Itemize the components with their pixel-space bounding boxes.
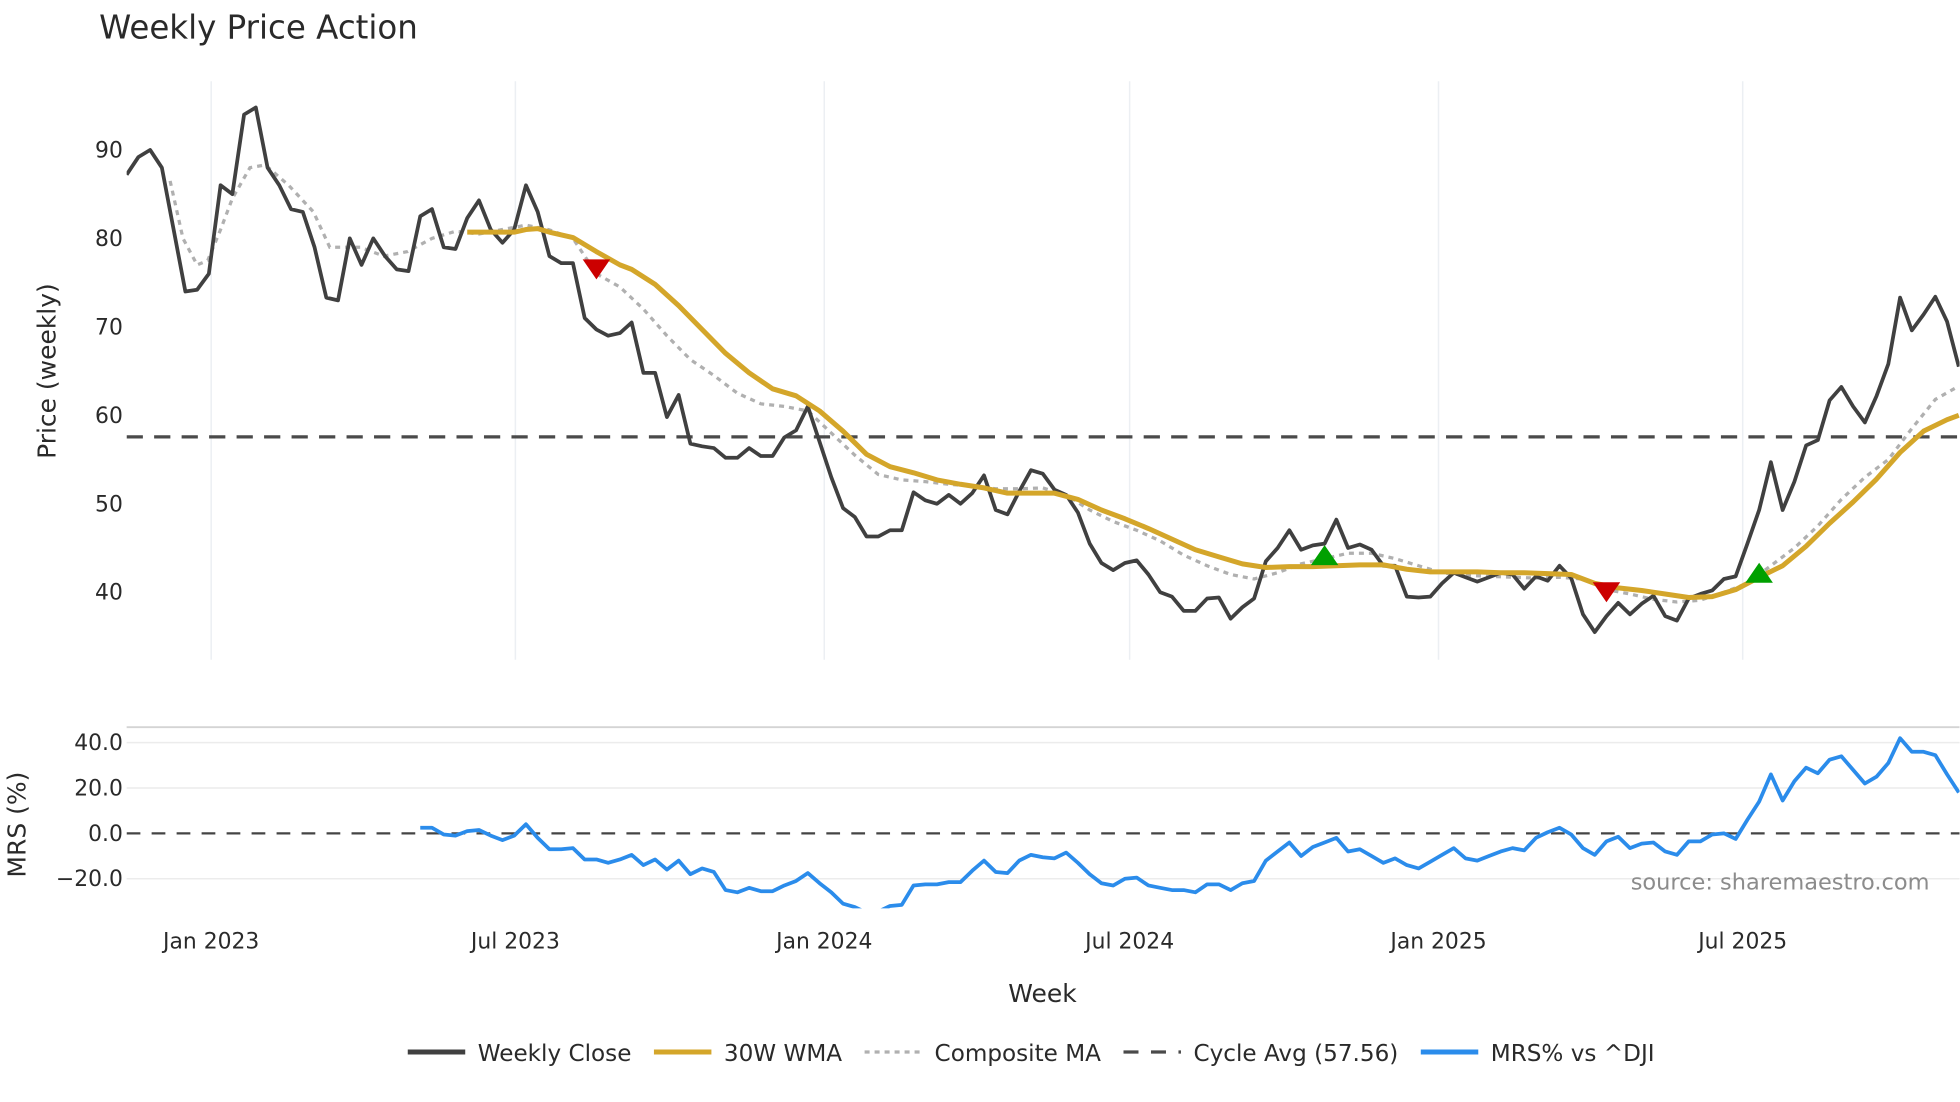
x-tick-label: Jan 2023 [161, 929, 259, 954]
mrs-tick-label: 40.0 [74, 731, 123, 756]
x-tick-label: Jan 2025 [1388, 929, 1486, 954]
legend-label: Cycle Avg (57.56) [1193, 1041, 1398, 1067]
mrs-y-axis: 40.0 20.0 0.0 −20.0 [56, 731, 123, 892]
price-tick-label: 50 [95, 492, 123, 517]
x-tick-label: Jan 2024 [774, 929, 872, 954]
x-axis-title: Week [1008, 979, 1077, 1008]
price-y-axis: 40 50 60 70 80 90 [95, 138, 123, 605]
price-tick-label: 40 [95, 581, 123, 606]
sell-signal-marker [582, 259, 611, 280]
price-tick-label: 60 [95, 404, 123, 429]
legend-label: 30W WMA [724, 1041, 842, 1067]
weekly-close-line [126, 105, 1960, 634]
x-tick-label: Jul 2023 [469, 929, 560, 954]
grid-lines [126, 81, 1960, 880]
price-tick-label: 90 [95, 138, 123, 163]
legend: Weekly Close 30W WMA Composite MA Cycle Avg… [407, 1041, 1655, 1067]
legend-label: MRS% vs ^DJI [1491, 1041, 1655, 1067]
buy-signal-marker [1745, 562, 1773, 583]
price-tick-label: 70 [95, 315, 123, 340]
chart-title: Weekly Price Action [99, 9, 418, 47]
price-axis-title: Price (weekly) [32, 283, 61, 459]
x-tick-label: Jul 2025 [1696, 929, 1787, 954]
sell-signal-marker [1592, 582, 1621, 603]
source-annotation: source: sharemaestro.com [1631, 870, 1930, 896]
legend-label: Composite MA [935, 1041, 1102, 1067]
mrs-panel [126, 736, 1960, 909]
price-tick-label: 80 [95, 227, 123, 252]
mrs-tick-label: 20.0 [74, 777, 123, 802]
mrs-line [420, 736, 1960, 909]
x-axis: Jan 2023 Jul 2023 Jan 2024 Jul 2024 Jan 2025… [161, 929, 1787, 954]
mrs-tick-label: −20.0 [56, 867, 123, 892]
legend-label: Weekly Close [478, 1041, 632, 1067]
buy-signal-marker [1310, 545, 1339, 566]
mrs-axis-title: MRS (%) [2, 772, 31, 878]
mrs-tick-label: 0.0 [88, 822, 123, 847]
x-tick-label: Jul 2024 [1083, 929, 1174, 954]
price-panel [126, 105, 1960, 634]
wma-30w-line [467, 226, 1960, 600]
